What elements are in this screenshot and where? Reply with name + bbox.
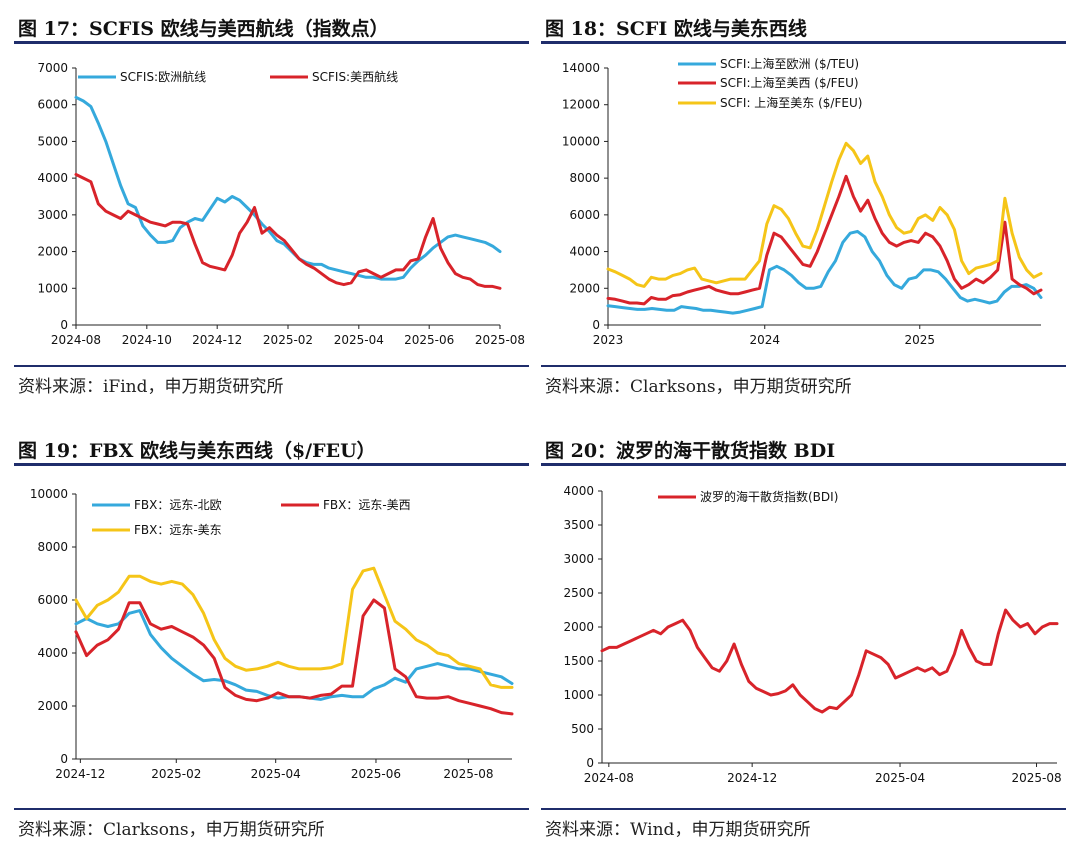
x-tick-label: 2024-12 <box>192 333 242 347</box>
series-line-2 <box>74 173 502 290</box>
legend-label-1: SCFIS:欧洲航线 <box>120 69 206 84</box>
x-tick-label: 2025-06 <box>404 333 454 347</box>
y-tick-label: 2500 <box>563 586 594 600</box>
x-tick-label: 2024-12 <box>55 767 105 781</box>
fbx-line-chart: 0 2000 4000 6000 8000 10000 2024-12 2025-02 2025… <box>30 487 514 781</box>
y-tick-label: 12000 <box>562 98 600 112</box>
x-tick-label: 2025-08 <box>475 333 525 347</box>
x-tick-label: 2024-10 <box>122 333 172 347</box>
series-line-1 <box>600 608 1059 714</box>
series-line-1 <box>74 95 502 281</box>
series-line-1 <box>606 229 1043 315</box>
panel-1-top-rule <box>14 41 529 44</box>
x-tick-label: 2025-06 <box>351 767 401 781</box>
legend-label-2: SCFI:上海至美西 ($/FEU) <box>720 75 859 90</box>
series-line-3 <box>606 141 1043 288</box>
legend-label-2: FBX：远东-美西 <box>323 498 411 512</box>
panel-4-source: 资料来源：Wind，申万期货研究所 <box>545 820 811 840</box>
y-tick-label: 0 <box>586 756 594 770</box>
legend-label-1: SCFI:上海至欧洲 ($/TEU) <box>720 56 859 71</box>
y-tick-label: 2000 <box>569 281 600 295</box>
legend-label-1: FBX：远东-北欧 <box>134 498 222 512</box>
panel-1-title: 图 17：SCFIS 欧线与美西航线（指数点） <box>18 18 389 40</box>
y-tick-label: 4000 <box>37 646 68 660</box>
y-tick-label: 8000 <box>569 171 600 185</box>
series-line-3 <box>74 566 514 689</box>
panel-3-top-rule <box>14 463 529 466</box>
y-tick-label: 4000 <box>563 484 594 498</box>
panel-4-top-rule <box>541 463 1066 466</box>
y-tick-label: 10000 <box>30 487 68 501</box>
x-tick-label: 2025-08 <box>443 767 493 781</box>
y-tick-label: 0 <box>60 318 68 332</box>
panel-2-top-rule <box>541 41 1066 44</box>
x-tick-label: 2023 <box>593 333 624 347</box>
y-tick-label: 6000 <box>37 98 68 112</box>
x-tick-label: 2024-08 <box>51 333 101 347</box>
y-tick-label: 4000 <box>569 245 600 259</box>
y-tick-label: 1000 <box>37 281 68 295</box>
panel-2-bottom-rule <box>541 365 1066 367</box>
y-tick-label: 2000 <box>563 620 594 634</box>
x-tick-label: 2024-12 <box>727 771 777 785</box>
x-tick-label: 2024-08 <box>584 771 634 785</box>
y-tick-label: 1000 <box>563 688 594 702</box>
legend-label-3: FBX：远东-美东 <box>134 523 222 537</box>
panel-4-bottom-rule <box>541 808 1066 810</box>
y-tick-label: 8000 <box>37 540 68 554</box>
y-tick-label: 4000 <box>37 171 68 185</box>
y-tick-label: 0 <box>60 752 68 766</box>
x-tick-label: 2025-02 <box>151 767 201 781</box>
y-tick-label: 1500 <box>563 654 594 668</box>
panel-2-title: 图 18：SCFI 欧线与美东西线 <box>545 18 807 40</box>
panel-3-bottom-rule <box>14 808 529 810</box>
panel-2-source: 资料来源：Clarksons，申万期货研究所 <box>545 377 852 397</box>
panel-1-source: 资料来源：iFind，申万期货研究所 <box>18 377 284 397</box>
series-line-2 <box>74 598 514 716</box>
panel-3-title: 图 19：FBX 欧线与美东西线（$/FEU） <box>18 440 376 462</box>
x-tick-label: 2025-08 <box>1011 771 1061 785</box>
y-tick-label: 3000 <box>563 552 594 566</box>
y-tick-label: 6000 <box>569 208 600 222</box>
legend-label-1: 波罗的海干散货指数(BDI) <box>700 489 838 504</box>
series-line-2 <box>606 174 1043 306</box>
x-tick-label: 2025-04 <box>334 333 384 347</box>
panel-1-bottom-rule <box>14 365 529 367</box>
x-tick-label: 2025-04 <box>875 771 925 785</box>
y-tick-label: 0 <box>592 318 600 332</box>
panel-4-title: 图 20：波罗的海干散货指数 BDI <box>545 440 836 462</box>
y-tick-label: 6000 <box>37 593 68 607</box>
y-tick-label: 10000 <box>562 134 600 148</box>
y-tick-label: 14000 <box>562 61 600 75</box>
x-tick-label: 2025-02 <box>263 333 313 347</box>
scfis-line-chart: 0 1000 2000 3000 4000 5000 6000 7000 2024-08 2024… <box>37 61 525 347</box>
y-tick-label: 2000 <box>37 699 68 713</box>
bdi-line-chart: 0 500 1000 1500 2000 2500 3000 3500 4000 2024-08 2… <box>563 484 1061 785</box>
x-tick-label: 2024 <box>749 333 780 347</box>
y-tick-label: 3500 <box>563 518 594 532</box>
legend-label-3: SCFI: 上海至美东 ($/FEU) <box>720 95 862 110</box>
y-tick-label: 7000 <box>37 61 68 75</box>
y-tick-label: 500 <box>571 722 594 736</box>
y-tick-label: 5000 <box>37 134 68 148</box>
legend-label-2: SCFIS:美西航线 <box>312 69 398 84</box>
y-tick-label: 2000 <box>37 245 68 259</box>
x-tick-label: 2025-04 <box>251 767 301 781</box>
y-tick-label: 3000 <box>37 208 68 222</box>
x-tick-label: 2025 <box>904 333 935 347</box>
scfi-line-chart: 0 2000 4000 6000 8000 10000 12000 14000 2023 2024… <box>562 56 1043 347</box>
panel-3-source: 资料来源：Clarksons，申万期货研究所 <box>18 820 325 840</box>
